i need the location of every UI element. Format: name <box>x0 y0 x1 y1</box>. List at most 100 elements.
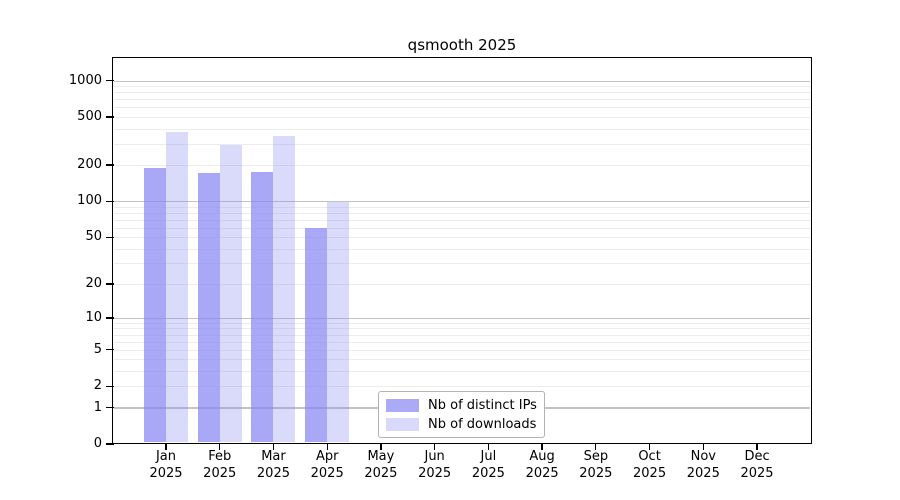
legend-label-downloads: Nb of downloads <box>428 417 537 432</box>
x-tick-year: 2025 <box>310 465 344 481</box>
y-tick-mark <box>105 236 114 238</box>
x-tick-year: 2025 <box>579 465 613 481</box>
y-tick-label: 5 <box>93 341 102 357</box>
x-tick-month: Apr <box>315 449 339 464</box>
gridline-minor <box>114 92 810 94</box>
y-tick-mark <box>105 349 114 351</box>
y-tick-mark <box>105 317 114 319</box>
gridline-minor <box>114 165 810 167</box>
x-tick-month: Feb <box>208 449 232 464</box>
x-tick-month: Sep <box>583 449 609 464</box>
legend-swatch-distinct-ips <box>386 399 419 412</box>
gridline-minor <box>114 322 810 324</box>
legend-box: Nb of distinct IPs Nb of downloads <box>378 391 545 438</box>
gridline-minor <box>114 237 810 239</box>
chart-title: qsmooth 2025 <box>407 36 517 54</box>
x-tick-month: May <box>367 449 395 464</box>
x-tick-mark <box>648 444 651 450</box>
bar-downloads <box>273 135 296 443</box>
x-tick-mark <box>165 444 167 450</box>
x-tick-mark <box>380 444 382 450</box>
x-tick-year: 2025 <box>525 465 559 481</box>
y-tick-label: 200 <box>77 157 102 173</box>
x-tick-mark <box>702 444 704 450</box>
gridline-minor <box>114 206 810 208</box>
x-tick-year: 2025 <box>203 465 237 481</box>
gridline-minor <box>114 143 810 145</box>
y-tick-mark <box>105 443 114 445</box>
x-tick-mark <box>595 444 597 450</box>
x-tick-mark <box>326 444 328 450</box>
x-tick-month: Jun <box>424 449 445 464</box>
x-tick-mark <box>219 444 221 450</box>
x-tick-month: Aug <box>529 449 555 464</box>
y-tick-label: 10 <box>85 309 102 325</box>
gridline-minor <box>114 349 810 351</box>
gridline-minor <box>114 386 810 388</box>
gridline-minor <box>114 341 810 343</box>
x-tick-mark <box>756 444 758 450</box>
x-tick-month: Oct <box>638 449 661 464</box>
bar-distinct-ips <box>305 227 328 443</box>
x-tick-label: Mar 2025 <box>241 449 305 482</box>
y-tick-label: 1000 <box>68 72 102 88</box>
gridline-minor <box>114 359 810 361</box>
gridline-minor <box>114 334 810 336</box>
gridline-minor <box>114 371 810 373</box>
gridline-minor <box>114 328 810 330</box>
gridline-major <box>114 201 810 203</box>
x-tick-label: Jun 2025 <box>403 449 467 482</box>
gridline-major <box>114 317 810 319</box>
gridline-minor <box>114 248 810 250</box>
x-tick-label: May 2025 <box>349 449 413 482</box>
bar-downloads <box>327 202 350 443</box>
x-tick-month: Jan <box>155 449 177 464</box>
x-tick-label: Feb 2025 <box>188 449 252 482</box>
y-tick-label: 1 <box>93 399 102 415</box>
plot-area-frame <box>112 57 812 444</box>
y-tick-mark <box>105 385 114 387</box>
x-tick-year: 2025 <box>633 465 667 481</box>
y-tick-mark <box>105 116 114 118</box>
gridline-minor <box>114 86 810 88</box>
gridline-major <box>114 80 810 82</box>
y-tick-mark <box>105 200 114 202</box>
legend-item-distinct-ips: Nb of distinct IPs <box>386 398 537 413</box>
bar-distinct-ips <box>251 171 274 443</box>
y-tick-label: 20 <box>85 275 102 291</box>
bar-distinct-ips <box>144 168 166 443</box>
x-tick-month: Dec <box>744 449 770 464</box>
legend-label-distinct-ips: Nb of distinct IPs <box>428 398 537 413</box>
bar-distinct-ips <box>197 172 220 443</box>
gridline-minor <box>114 117 810 119</box>
x-tick-label: Sep 2025 <box>564 449 628 482</box>
gridline-minor <box>114 107 810 109</box>
y-tick-label: 2 <box>93 378 102 394</box>
y-tick-mark <box>105 79 114 82</box>
legend-item-downloads: Nb of downloads <box>386 417 536 432</box>
x-tick-label: Apr 2025 <box>295 449 359 482</box>
x-tick-month: Jul <box>480 449 497 464</box>
x-tick-label: Oct 2025 <box>618 449 682 482</box>
x-tick-label: Aug 2025 <box>510 449 574 482</box>
gridline-minor <box>114 212 810 214</box>
x-tick-mark <box>541 444 543 450</box>
x-tick-year: 2025 <box>256 465 290 481</box>
x-tick-year: 2025 <box>418 465 452 481</box>
gridline-minor <box>114 263 810 265</box>
x-tick-mark <box>487 444 490 450</box>
y-tick-label: 50 <box>85 229 102 245</box>
x-tick-mark <box>272 444 275 450</box>
gridline-minor <box>114 99 810 101</box>
gridline-minor <box>114 283 810 285</box>
legend-swatch-downloads <box>386 418 419 431</box>
y-tick-mark <box>105 164 114 166</box>
x-tick-month: Nov <box>690 449 716 464</box>
gridline-minor <box>114 227 810 229</box>
x-tick-label: Jan 2025 <box>134 449 198 482</box>
y-tick-label: 0 <box>93 436 102 451</box>
y-tick-label: 100 <box>77 193 102 209</box>
bar-downloads <box>219 144 242 443</box>
gridline-minor <box>114 219 810 221</box>
